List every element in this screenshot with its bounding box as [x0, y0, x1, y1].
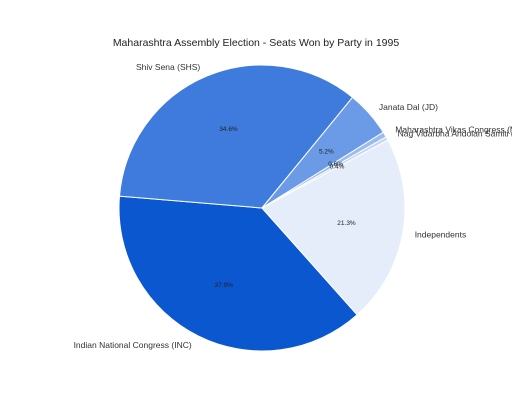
name-label-shiv-sena-shs: Shiv Sena (SHS): [136, 62, 200, 72]
name-label-maharashtra-vikas-congress-mvc: Maharashtra Vikas Congress (MVC): [395, 124, 512, 134]
name-label-indian-national-congress-inc: Indian National Congress (INC): [74, 340, 192, 350]
pct-label-nag-vidarbha-andolan-samiti-nvas: 0.4%: [330, 163, 345, 170]
pie-slice-indian-national-congress-inc: [118, 195, 358, 352]
pie-slice-shiv-sena-shs: [118, 64, 354, 209]
pct-label-janata-dal-jd: 5.2%: [319, 148, 334, 155]
pie-slice-independents: [261, 139, 406, 316]
percent-labels: 37.9% 34.6% 5.2% 0.6%0.4% 21.3%: [214, 126, 355, 289]
pct-label-shiv-sena-shs: 34.6%: [219, 126, 238, 133]
chart-title: Maharashtra Assembly Election - Seats Wo…: [113, 37, 400, 49]
pct-label-independents: 21.3%: [337, 220, 356, 227]
slice-name-labels: Indian National Congress (INC) Shiv Sena …: [74, 62, 512, 350]
pct-label-maharashtra-vikas-congress-mvc: 0.6%: [328, 161, 343, 168]
name-label-independents: Independents: [415, 229, 467, 239]
pie-slices: [118, 64, 406, 352]
name-label-janata-dal-jd: Janata Dal (JD): [379, 102, 438, 112]
pct-label-indian-national-congress-inc: 37.9%: [214, 282, 233, 289]
name-label-nag-vidarbha-andolan-samiti-nvas: Nag Vidarbha Andolan Samiti (NVAS): [398, 129, 512, 139]
